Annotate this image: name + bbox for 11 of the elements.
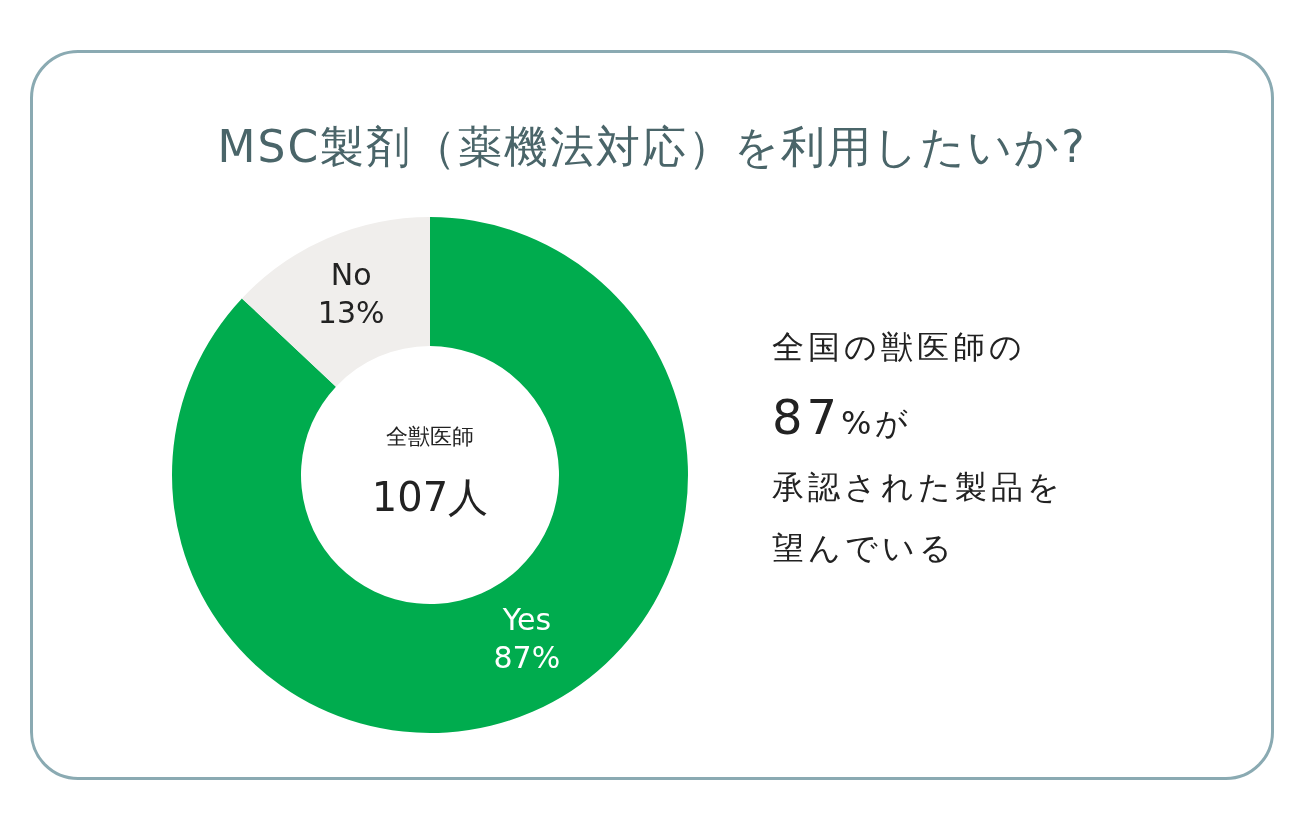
data-label: 87% <box>493 640 561 676</box>
slice-label: No <box>330 257 372 293</box>
chart-title: MSC製剤（薬機法対応）を利用したいか? <box>216 120 1088 174</box>
slice-label: Yes <box>501 602 552 638</box>
text: 全国の獣医師の <box>772 328 1027 366</box>
text: 107人 <box>370 473 490 522</box>
text: 全獣医師 <box>385 423 475 451</box>
text: 87%が <box>772 389 914 446</box>
text: 承認された製品を <box>772 467 1064 506</box>
data-label: 13% <box>317 295 385 331</box>
text: 望んでいる <box>772 529 957 568</box>
